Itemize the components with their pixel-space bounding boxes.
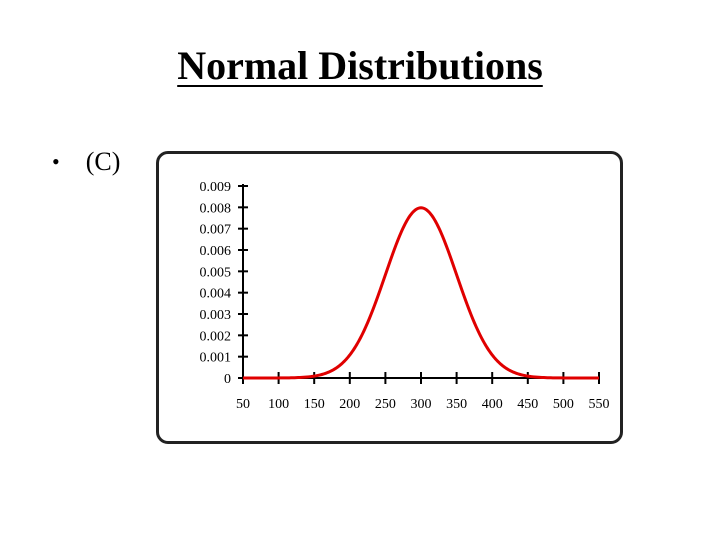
y-tick-label: 0.009 [200, 180, 232, 195]
x-tick-label: 250 [375, 397, 396, 412]
bullet-marker: • [52, 149, 60, 174]
x-tick-label: 500 [553, 397, 574, 412]
x-tick-label: 50 [236, 397, 250, 412]
bullet-text: (C) [85, 147, 121, 176]
normal-distribution-chart: 0 0.001 0.002 0.003 0.004 0.005 0.006 0.007 0.00… [200, 180, 610, 412]
y-tick-label: 0 [224, 372, 231, 387]
x-tick-label: 150 [304, 397, 325, 412]
x-tick-label: 400 [482, 397, 503, 412]
y-tick-label: 0.002 [200, 329, 232, 344]
y-tick-label: 0.008 [200, 201, 232, 216]
y-tick-label: 0.004 [200, 287, 232, 302]
x-tick-label: 300 [411, 397, 432, 412]
y-tick-label: 0.007 [200, 223, 232, 238]
bullet-item: • (C) [52, 147, 120, 177]
x-tick-label: 550 [589, 397, 610, 412]
y-tick-label: 0.006 [200, 244, 232, 259]
y-tick-label: 0.001 [200, 351, 232, 366]
slide-title: Normal Distributions [177, 43, 543, 88]
plot-area [243, 206, 599, 380]
x-tick-label: 450 [517, 397, 538, 412]
x-tick-label: 200 [339, 397, 360, 412]
y-tick-label: 0.005 [200, 265, 232, 280]
x-tick-label: 350 [446, 397, 467, 412]
y-axis: 0 0.001 0.002 0.003 0.004 0.005 0.006 0.007 0.00… [200, 180, 248, 387]
chart-frame: 0 0.001 0.002 0.003 0.004 0.005 0.006 0.007 0.00… [156, 151, 623, 444]
x-tick-label: 100 [268, 397, 289, 412]
y-tick-label: 0.003 [200, 308, 232, 323]
density-curve [243, 206, 599, 380]
